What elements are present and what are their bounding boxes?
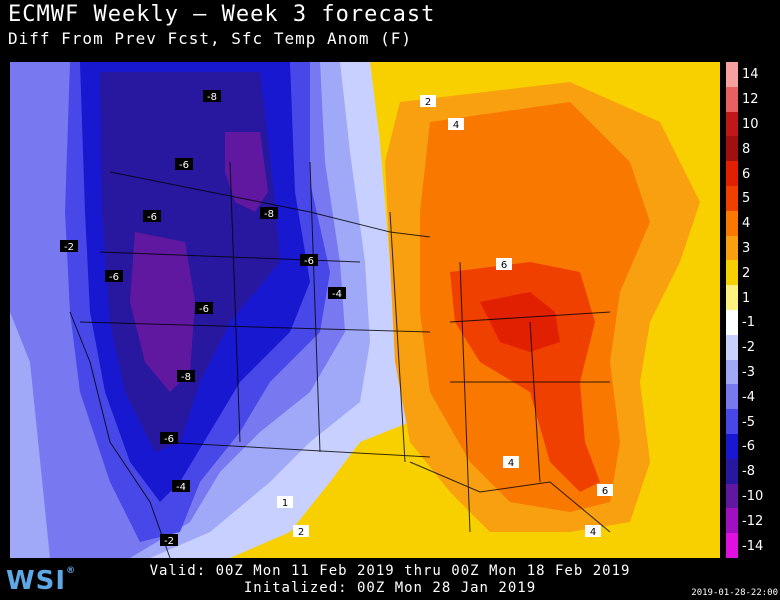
contour-label: -6 [195,302,213,315]
contour-label: -8 [260,207,278,220]
legend-label: -4 [742,389,755,405]
contour-label: -4 [328,287,346,300]
contour-labels: -8 -6 -6 -8 -6 -2 -6 -6 -4 -8 -6 -4 -2 2… [60,90,613,547]
contour-label: -4 [172,480,190,493]
initialized-time: Initalized: 00Z Mon 28 Jan 2019 [243,580,537,596]
contour-label: -2 [60,240,78,253]
legend-swatch [726,533,738,559]
legend-swatch [726,235,738,261]
legend-label: 5 [742,191,751,207]
legend-swatch [726,285,738,311]
contour-label: -8 [177,370,195,383]
contour-label: -2 [160,534,178,547]
svg-text:2: 2 [425,97,431,108]
contour-label: -6 [175,158,193,171]
legend-label: -2 [742,340,755,356]
contour-label: 2 [293,525,309,538]
svg-text:-2: -2 [164,536,174,547]
legend-swatch [726,62,738,88]
legend-label: -5 [742,414,755,430]
legend-label: -10 [742,489,764,504]
logo-text: WSI [6,566,67,596]
logo-reg-mark: ® [66,566,77,576]
svg-text:-6: -6 [164,434,174,445]
legend-label: 12 [742,92,759,108]
svg-text:-8: -8 [181,372,191,383]
svg-text:-6: -6 [199,304,209,315]
legend-swatch [726,458,738,485]
color-scale-legend: 14 12 10 8 6 5 4 3 2 1 -1 -2 -3 -4 -5 -6 -8 -10 -12 -14 [726,62,780,559]
legend-label: 2 [742,265,751,281]
legend-swatch [726,508,738,534]
legend-swatch [726,161,738,187]
wsi-logo: WSI® [6,566,76,596]
legend-label: -12 [742,513,764,529]
svg-text:4: 4 [590,527,596,538]
contour-label: 1 [277,496,293,509]
generation-timestamp: 2019-01-28-22:00 [691,588,778,598]
legend-swatch [726,136,738,162]
legend-label: -8 [742,464,755,480]
legend-label: -3 [742,365,755,380]
legend-swatch [726,384,738,410]
legend-swatch [726,483,738,509]
legend-swatch [726,334,738,361]
svg-text:4: 4 [508,458,514,469]
svg-text:-6: -6 [179,160,189,171]
contour-label: -6 [143,210,161,223]
legend-label: -14 [742,538,764,554]
legend-swatch [726,210,738,237]
contour-label: 6 [597,484,613,497]
legend-label: 14 [742,67,759,83]
svg-text:6: 6 [602,486,608,497]
legend-label: -1 [742,315,755,331]
map-title: ECMWF Weekly — Week 3 forecast [8,2,436,27]
contour-label: -6 [300,254,318,267]
anomaly-band-plus6 [480,292,560,352]
svg-text:-6: -6 [304,256,314,267]
contour-label: -6 [160,432,178,445]
contour-label: 4 [585,525,601,538]
legend-label: 4 [742,216,751,232]
legend-swatch [726,260,738,286]
temperature-anomaly-map: -8 -6 -6 -8 -6 -2 -6 -6 -4 -8 -6 -4 -2 2… [10,62,720,558]
svg-text:-6: -6 [147,212,157,223]
legend-label: 8 [742,141,751,157]
legend-label: -6 [742,439,755,455]
svg-text:1: 1 [282,498,288,509]
svg-text:-6: -6 [109,272,119,283]
legend-swatch [726,186,738,212]
map-subtitle: Diff From Prev Fcst, Sfc Temp Anom (F) [8,29,413,48]
legend-label: 10 [742,117,759,132]
contour-label: 6 [496,258,512,271]
anomaly-band-minus8 [130,232,195,392]
svg-text:-4: -4 [332,289,342,300]
svg-text:-8: -8 [264,209,274,220]
contour-label: 2 [420,95,436,108]
contour-label: -6 [105,270,123,283]
contour-label: 4 [503,456,519,469]
svg-text:2: 2 [298,527,304,538]
legend-swatch [726,310,738,336]
state-borders [69,161,611,558]
legend-label: 3 [742,241,751,256]
legend-label: 1 [742,290,751,306]
contour-label: 4 [448,118,464,131]
svg-text:4: 4 [453,120,459,131]
legend-swatch [726,409,738,435]
legend-label: 6 [742,166,751,182]
svg-text:-2: -2 [64,242,74,253]
svg-text:6: 6 [501,260,507,271]
legend-swatch [726,111,738,137]
valid-period: Valid: 00Z Mon 11 Feb 2019 thru 00Z Mon … [149,563,631,579]
legend-swatch [726,86,738,113]
svg-text:-4: -4 [176,482,186,493]
contour-label: -8 [203,90,221,103]
anomaly-band-minus8-north [225,132,268,212]
svg-text:-8: -8 [207,92,217,103]
legend-swatch [726,434,738,460]
legend-swatch [726,359,738,385]
